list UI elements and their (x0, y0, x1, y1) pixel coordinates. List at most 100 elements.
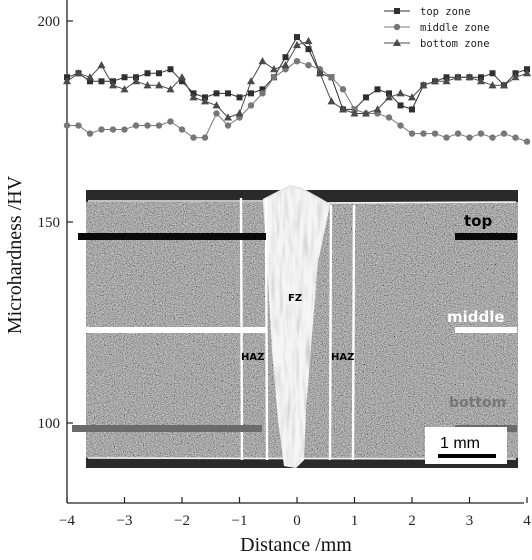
x-tick-label: 2 (408, 513, 416, 529)
micrograph-inset: top middle bottom FZ HAZ HAZ 1 mm (72, 184, 518, 468)
x-tick-label: −2 (174, 513, 190, 529)
data-point-bottom-zone (166, 85, 175, 93)
data-point-bottom-zone (304, 36, 313, 45)
data-point-middle-zone (466, 134, 473, 141)
data-point-bottom-zone (63, 77, 71, 85)
data-point-top-zone (409, 106, 415, 113)
data-point-middle-zone (213, 110, 220, 117)
data-point-bottom-zone (235, 109, 244, 117)
data-point-top-zone (213, 90, 220, 97)
x-tick-label: 0 (293, 513, 301, 529)
data-point-top-zone (294, 34, 300, 41)
data-point-bottom-zone (362, 109, 370, 117)
data-point-bottom-zone (385, 93, 393, 101)
data-point-middle-zone (109, 126, 117, 133)
label-bottom: bottom (449, 395, 506, 411)
data-point-bottom-zone (350, 109, 359, 117)
weld-top-surface-right (327, 201, 517, 204)
data-point-bottom-zone (293, 40, 301, 49)
data-point-middle-zone (477, 130, 485, 137)
data-point-bottom-zone (155, 81, 163, 89)
data-point-top-zone (489, 70, 496, 77)
data-point-bottom-zone (143, 81, 152, 89)
x-tick-label: −3 (117, 513, 133, 529)
data-point-middle-zone (259, 90, 266, 97)
legend-label-middle-zone: middle zone (420, 22, 490, 34)
top-measurement-line-right (455, 233, 517, 240)
data-point-bottom-zone (408, 93, 416, 101)
label-middle: middle (447, 308, 505, 326)
middle-measurement-line-right (455, 327, 517, 333)
data-point-top-zone (282, 54, 289, 61)
data-point-top-zone (259, 86, 266, 93)
boundary-line-4 (351, 204, 356, 461)
data-point-bottom-zone (212, 101, 221, 109)
data-point-bottom-zone (454, 73, 462, 81)
data-point-bottom-zone (86, 73, 94, 81)
data-point-bottom-zone (258, 57, 267, 65)
data-point-middle-zone (339, 86, 347, 93)
label-top: top (464, 212, 492, 230)
data-point-top-zone (121, 74, 128, 81)
data-point-top-zone (98, 78, 105, 85)
x-tick-label: 4 (523, 513, 531, 529)
label-haz-left: HAZ (241, 352, 264, 363)
data-point-top-zone (225, 90, 231, 97)
x-tick-label: 1 (351, 513, 359, 529)
data-point-bottom-zone (339, 105, 347, 113)
data-point-middle-zone (98, 126, 105, 133)
data-series (63, 34, 531, 145)
data-point-top-zone (305, 46, 312, 53)
x-tick-label: −4 (59, 513, 75, 529)
data-point-bottom-zone (270, 65, 278, 73)
data-point-bottom-zone (465, 73, 474, 81)
data-point-top-zone (236, 94, 243, 101)
data-point-middle-zone (144, 122, 151, 129)
data-point-middle-zone (328, 74, 335, 81)
data-point-bottom-zone (431, 77, 439, 85)
data-point-top-zone (363, 94, 369, 101)
data-point-bottom-zone (396, 89, 405, 97)
micrograph-bottom-dark-band (86, 458, 518, 468)
data-point-middle-zone (500, 130, 508, 137)
data-point-top-zone (167, 66, 174, 73)
legend-marker-top-zone (394, 8, 400, 14)
data-point-top-zone (156, 70, 162, 77)
data-point-top-zone (179, 78, 185, 85)
data-point-middle-zone (489, 134, 496, 141)
data-point-middle-zone (167, 118, 174, 125)
label-haz-right: HAZ (331, 352, 354, 363)
data-point-bottom-zone (109, 81, 117, 89)
data-point-bottom-zone (442, 77, 451, 85)
data-point-bottom-zone (419, 81, 428, 89)
fusion-zone-outline (262, 184, 331, 206)
data-point-middle-zone (408, 130, 416, 137)
data-point-middle-zone (155, 122, 163, 129)
data-point-bottom-zone (373, 105, 382, 113)
boundary-line-2 (264, 197, 269, 461)
data-point-top-zone (87, 78, 93, 85)
data-point-middle-zone (512, 134, 519, 141)
boundary-line-3 (328, 204, 333, 461)
data-point-middle-zone (190, 134, 197, 141)
data-point-bottom-zone (488, 81, 497, 89)
legend-marker-bottom-zone (393, 38, 401, 46)
data-point-top-zone (144, 70, 151, 77)
bottom-measurement-line-left (72, 425, 262, 432)
data-point-middle-zone (63, 122, 71, 129)
data-point-middle-zone (420, 130, 427, 137)
data-point-middle-zone (523, 138, 531, 145)
data-point-middle-zone (201, 134, 209, 141)
data-point-middle-zone (305, 62, 312, 69)
scale-bar (438, 454, 496, 458)
data-point-bottom-zone (224, 113, 232, 121)
legend: top zone middle zone bottom zone (384, 6, 490, 50)
series-middle-zone (63, 58, 531, 145)
data-point-bottom-zone (281, 61, 290, 69)
data-point-middle-zone (132, 122, 140, 129)
data-point-middle-zone (443, 134, 450, 141)
data-point-top-zone (397, 102, 404, 109)
data-point-bottom-zone (132, 77, 140, 85)
legend-marker-middle-zone (393, 23, 401, 31)
data-point-middle-zone (397, 122, 404, 129)
